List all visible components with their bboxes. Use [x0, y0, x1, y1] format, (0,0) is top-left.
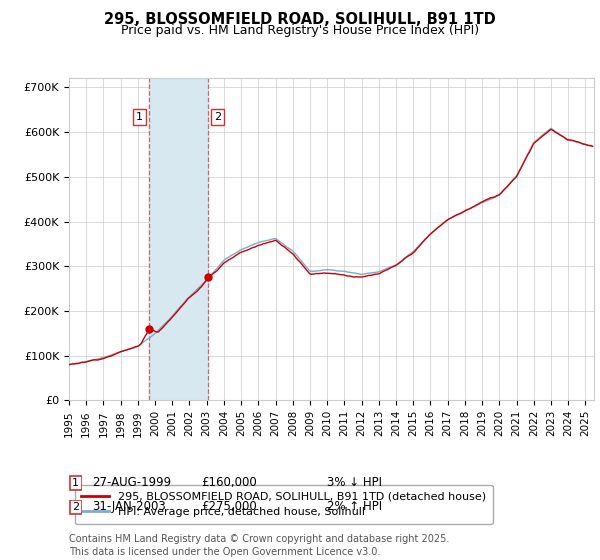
Text: 31-JAN-2003: 31-JAN-2003: [92, 500, 166, 514]
FancyBboxPatch shape: [70, 476, 82, 491]
Text: 1: 1: [136, 112, 143, 122]
Text: 2: 2: [214, 112, 221, 122]
Bar: [149, 78, 208, 400]
Text: 295, BLOSSOMFIELD ROAD, SOLIHULL, B91 1TD: 295, BLOSSOMFIELD ROAD, SOLIHULL, B91 1T…: [104, 12, 496, 27]
Text: 2% ↑ HPI: 2% ↑ HPI: [327, 500, 382, 514]
Text: 1: 1: [72, 478, 79, 488]
FancyBboxPatch shape: [70, 500, 82, 515]
Text: 27-AUG-1999: 27-AUG-1999: [92, 476, 171, 489]
Text: Contains HM Land Registry data © Crown copyright and database right 2025.
This d: Contains HM Land Registry data © Crown c…: [69, 534, 449, 557]
Text: 2: 2: [72, 502, 79, 512]
Text: £275,000: £275,000: [201, 500, 257, 514]
Text: £160,000: £160,000: [201, 476, 257, 489]
Text: 3% ↓ HPI: 3% ↓ HPI: [327, 476, 382, 489]
Text: Price paid vs. HM Land Registry's House Price Index (HPI): Price paid vs. HM Land Registry's House …: [121, 24, 479, 37]
Legend: 295, BLOSSOMFIELD ROAD, SOLIHULL, B91 1TD (detached house), HPI: Average price, : 295, BLOSSOMFIELD ROAD, SOLIHULL, B91 1T…: [74, 485, 493, 524]
